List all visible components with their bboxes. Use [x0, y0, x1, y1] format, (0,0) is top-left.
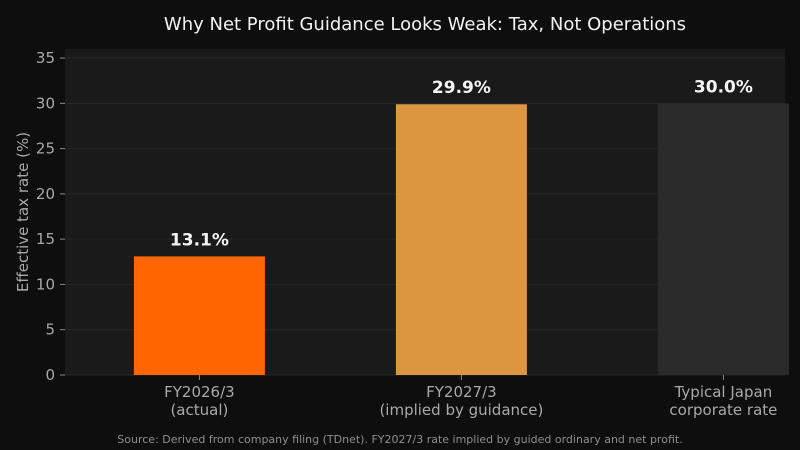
- x-tick-label: (implied by guidance): [379, 401, 543, 419]
- axes: 0 5 10 15 20 25 30 35 FY2026/3(actual) FY2027/3(i…: [36, 49, 778, 419]
- y-tick-label: 25: [36, 140, 55, 158]
- y-tick-label: 30: [36, 94, 55, 112]
- x-tick-label: Typical Japan: [674, 383, 773, 401]
- y-tick-label: 0: [45, 366, 55, 384]
- x-tick-label: FY2026/3: [164, 383, 235, 401]
- y-tick-label: 5: [45, 321, 55, 339]
- y-tick-label: 10: [36, 275, 55, 293]
- bar: [657, 103, 789, 375]
- source-note: Source: Derived from company filing (TDn…: [117, 433, 682, 446]
- bar-value-label: 30.0%: [694, 77, 753, 97]
- bar: [395, 104, 527, 375]
- x-tick-label: corporate rate: [669, 401, 777, 419]
- y-tick-label: 20: [36, 185, 55, 203]
- bars: 13.1% 29.9% 30.0%: [133, 77, 789, 375]
- bar: [133, 256, 265, 375]
- bar-value-label: 29.9%: [432, 78, 491, 98]
- x-tick-label: (actual): [170, 401, 228, 419]
- y-tick-label: 35: [36, 49, 55, 67]
- y-axis-label: Effective tax rate (%): [14, 132, 32, 292]
- chart-title: Why Net Profit Guidance Looks Weak: Tax,…: [164, 14, 686, 35]
- y-tick-label: 15: [36, 230, 55, 248]
- bar-value-label: 13.1%: [170, 230, 229, 250]
- x-tick-label: FY2027/3: [426, 383, 497, 401]
